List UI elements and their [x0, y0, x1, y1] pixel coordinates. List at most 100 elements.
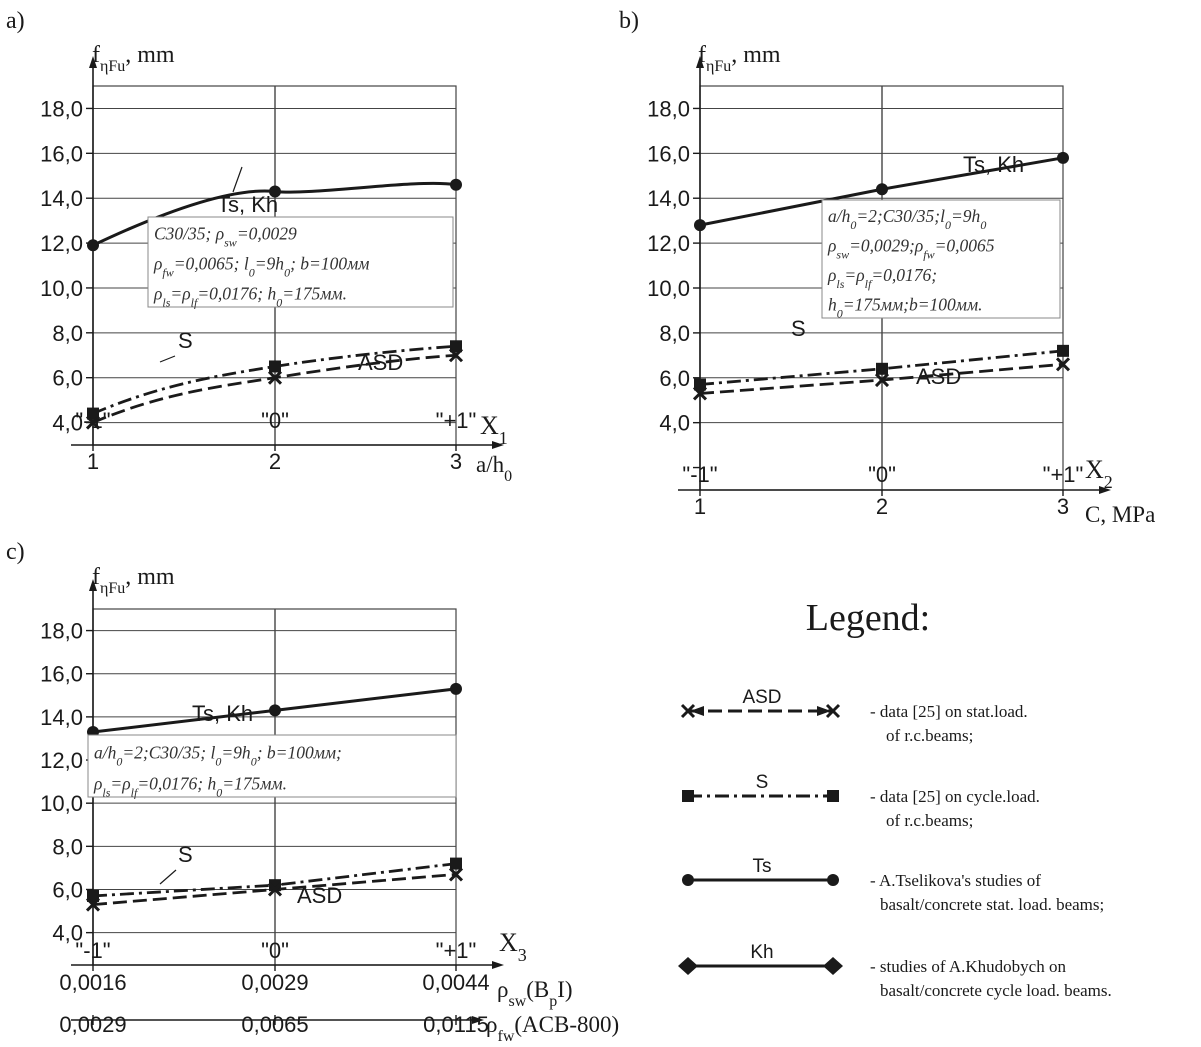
text-span: =2;C30/35;l: [856, 206, 945, 226]
y-tick-label: 16,0: [647, 141, 690, 166]
y-tick-label: 4,0: [52, 921, 83, 946]
legend-series-label: Ts: [753, 856, 772, 877]
text-span: (ACB-800): [514, 1012, 619, 1037]
x-tick-label: 2: [876, 494, 888, 519]
text-span: ρ: [93, 773, 102, 793]
x2-axis-title: ρfw(ACB-800): [486, 1012, 619, 1045]
subscript: ls: [162, 296, 170, 310]
text-span: f: [698, 42, 706, 68]
legend-marker-ts: [827, 874, 839, 886]
subscript: lf: [865, 277, 873, 291]
text-span: =0,0176;: [871, 265, 937, 285]
series-label-s: S: [791, 316, 806, 341]
legend-text: - data [25] on stat.load.: [870, 702, 1028, 721]
legend-marker-kh: [678, 957, 698, 975]
text-span: ; b=100мм: [290, 254, 369, 274]
subscript: fw: [497, 1028, 514, 1045]
y-tick-label: 6,0: [52, 366, 83, 391]
legend-text: - studies of A.Khudobych on: [870, 957, 1066, 976]
legend-series-label: Kh: [750, 942, 773, 963]
text-span: X: [499, 928, 518, 957]
x-tick-label: 0,0044: [422, 970, 489, 995]
subscript: ηFu: [100, 58, 125, 75]
legend-text: basalt/concrete cycle load. beams.: [880, 981, 1112, 1000]
subscript: 0: [504, 468, 512, 485]
x-axis-arrow: [492, 961, 504, 969]
text-span: =0,0065: [935, 236, 995, 256]
subscript: sw: [508, 993, 526, 1010]
subscript: 0: [216, 785, 222, 799]
data-point-s: [1057, 344, 1069, 357]
annotation-line: ρfw=0,0065; l0=9h0; b=100мм: [153, 254, 369, 280]
y-tick-label: 10,0: [40, 276, 83, 301]
subscript: fw: [923, 248, 934, 262]
annotation-line: ρsw=0,0029;ρfw=0,0065: [827, 236, 995, 262]
legend-marker-s: [682, 790, 694, 802]
coded-level-label: "0": [868, 462, 896, 487]
y-axis-title: fηFu, mm: [92, 42, 175, 75]
subscript: ηFu: [100, 580, 125, 597]
x2-tick-label: 0,0065: [241, 1012, 308, 1037]
annotation-line: a/h0=2;C30/35;l0=9h0: [828, 206, 986, 232]
y-tick-label: 18,0: [40, 619, 83, 644]
text-span: , mm: [125, 564, 175, 590]
coded-level-label: "0": [261, 408, 289, 433]
legend-text: of r.c.beams;: [886, 726, 973, 745]
text-span: =175мм.: [222, 773, 287, 793]
y-tick-label: 12,0: [40, 231, 83, 256]
y-tick-label: 16,0: [40, 662, 83, 687]
leader-line: [159, 355, 176, 363]
x-tick-label: 3: [1057, 494, 1069, 519]
text-span: =175мм.: [282, 284, 347, 304]
y-tick-label: 6,0: [659, 366, 690, 391]
subscript: 0: [276, 296, 282, 310]
text-span: =ρ: [110, 773, 130, 793]
text-span: h: [828, 295, 837, 315]
text-span: ; b=100мм;: [257, 742, 342, 762]
data-point-ts: [876, 183, 888, 196]
x-tick-label: 1: [694, 494, 706, 519]
subscript: 3: [518, 945, 527, 965]
legend-text: basalt/concrete stat. load. beams;: [880, 895, 1104, 914]
legend-text: - data [25] on cycle.load.: [870, 787, 1040, 806]
annotation-line: ρls=ρlf=0,0176;: [827, 265, 937, 291]
subscript: p: [549, 993, 557, 1010]
series-label-s: S: [178, 328, 193, 353]
text-span: =0,0065; l: [174, 254, 249, 274]
data-point-ts: [450, 178, 462, 191]
y-tick-label: 6,0: [52, 877, 83, 902]
data-point-s: [87, 407, 99, 420]
legend-series-label: S: [756, 772, 769, 793]
data-point-s: [450, 857, 462, 870]
y-tick-label: 8,0: [52, 834, 83, 859]
y-tick-label: 12,0: [647, 231, 690, 256]
annotation-box: [821, 199, 1061, 319]
annotation-line: ρls=ρlf=0,0176; h0=175мм.: [153, 284, 347, 310]
text-span: , mm: [731, 42, 781, 68]
x-tick-label: 0,0016: [59, 970, 126, 995]
text-span: a/h: [94, 742, 117, 762]
data-point-asd: [692, 386, 708, 401]
coded-level-label: "-1": [75, 938, 110, 963]
legend-arrowhead: [690, 706, 704, 716]
text-span: f: [92, 564, 100, 590]
x-axis-arrow: [1099, 486, 1111, 494]
data-point-asd: [267, 370, 283, 385]
text-span: f: [92, 42, 100, 68]
legend-marker-asd: [825, 703, 841, 719]
legend-marker-s: [827, 790, 839, 802]
subscript: sw: [836, 248, 849, 262]
text-span: =9h: [221, 742, 251, 762]
subscript: fw: [162, 266, 173, 280]
text-span: a/h: [828, 206, 851, 226]
y-tick-label: 18,0: [40, 96, 83, 121]
data-point-ts: [694, 219, 706, 232]
leader-line: [232, 166, 243, 193]
factor-label: X1: [480, 411, 508, 448]
coded-level-label: "+1": [436, 938, 477, 963]
text-span: ρ: [153, 254, 162, 274]
annotation-line: a/h0=2;C30/35; l0=9h0; b=100мм;: [94, 742, 342, 768]
subscript: 0: [980, 218, 986, 232]
data-point-ts: [450, 682, 462, 695]
